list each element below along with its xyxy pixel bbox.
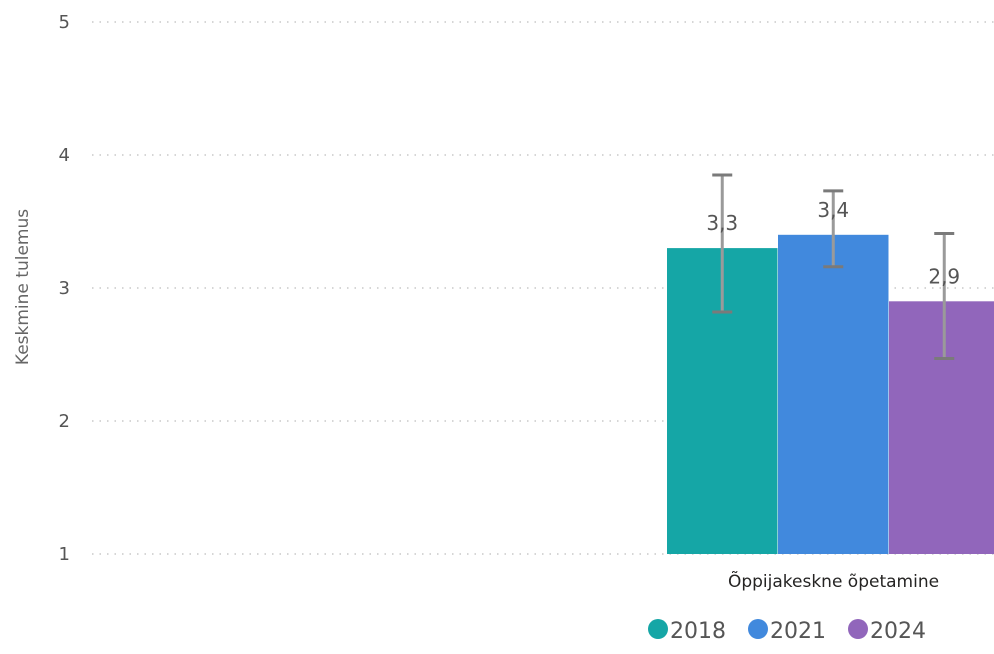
gridlines — [92, 21, 994, 555]
legend-label: 2021 — [770, 619, 826, 644]
data-label-2021: 3,4 — [817, 198, 849, 222]
legend-marker — [848, 619, 868, 639]
y-tick-label: 3 — [59, 278, 70, 299]
legend-marker — [648, 619, 668, 639]
data-label-2018: 3,3 — [706, 211, 738, 235]
bar-2021[interactable] — [778, 234, 889, 555]
y-tick-label: 2 — [59, 411, 70, 432]
legend-item-2018[interactable]: 2018 — [648, 619, 726, 644]
legend-label: 2018 — [670, 619, 726, 644]
legend-label: 2024 — [870, 619, 926, 644]
data-label-2024: 2,9 — [928, 264, 960, 288]
legend-item-2024[interactable]: 2024 — [848, 619, 926, 644]
y-tick-label: 5 — [59, 12, 70, 33]
y-tick-label: 4 — [59, 145, 70, 166]
y-axis-ticks: 1 2 3 4 5 — [59, 12, 70, 565]
legend-item-2021[interactable]: 2021 — [748, 619, 826, 644]
x-axis-categories: Õppijakeskne õpetamine — [728, 570, 939, 592]
y-tick-label: 1 — [59, 544, 70, 565]
legend[interactable]: 2018 2021 2024 — [648, 619, 926, 644]
error-bars — [712, 173, 955, 360]
bar-2024[interactable] — [889, 301, 994, 554]
data-labels: 3,3 3,4 2,9 — [706, 198, 960, 288]
y-axis-title: Keskmine tulemus — [13, 209, 33, 365]
legend-marker — [748, 619, 768, 639]
x-category-label: Õppijakeskne õpetamine — [728, 570, 939, 592]
